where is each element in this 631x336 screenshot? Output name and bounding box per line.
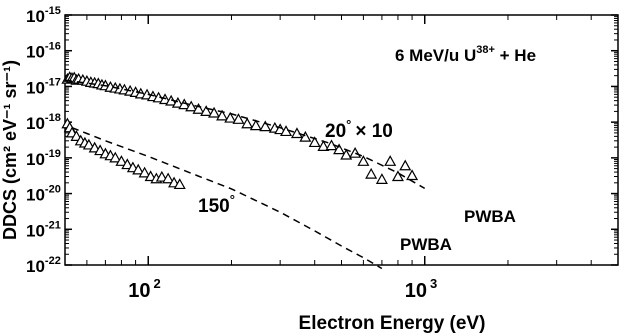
data-point-triangle — [249, 119, 262, 131]
data-point-triangle — [375, 173, 388, 184]
data-point-triangle — [173, 178, 186, 190]
chart-marks — [61, 71, 426, 270]
data-point-triangle — [232, 113, 245, 124]
x-tick-label: 10 2 — [128, 276, 160, 302]
data-point-triangle — [208, 106, 221, 118]
data-point-triangle — [299, 130, 312, 142]
data-point-triangle — [241, 117, 254, 129]
data-point-triangle — [155, 170, 168, 182]
data-point-triangle — [259, 120, 272, 132]
data-point-triangle — [224, 111, 237, 123]
data-point-triangle — [333, 143, 346, 155]
data-point-triangle — [192, 102, 205, 114]
data-point-triangle — [406, 169, 419, 181]
y-tick-label: 10-19 — [26, 148, 61, 169]
data-point-triangle — [384, 155, 397, 166]
data-point-triangle — [132, 163, 145, 175]
data-point-triangle — [109, 151, 122, 163]
y-tick-label: 10-20 — [26, 184, 61, 205]
data-point-triangle — [349, 146, 362, 158]
y-tick-label: 10-22 — [26, 255, 61, 276]
data-point-triangle — [290, 127, 303, 139]
data-point-triangle — [171, 96, 184, 108]
data-point-triangle — [94, 144, 107, 156]
pwba-lower-label: PWBA — [400, 235, 452, 254]
data-point-triangle — [317, 140, 330, 151]
data-point-triangle — [399, 159, 412, 171]
data-point-triangle — [115, 155, 128, 166]
x-tick-label: 10 3 — [405, 276, 437, 302]
angle-150-label: 150° — [198, 192, 235, 217]
data-point-triangle — [138, 166, 151, 178]
collision-system-label: 6 MeV/u U38+ + He — [395, 44, 536, 65]
angle-20-label: 20° × 10 — [325, 117, 393, 142]
data-point-triangle — [162, 172, 175, 184]
data-point-triangle — [82, 138, 95, 150]
y-tick-label: 10-17 — [26, 76, 61, 97]
y-tick-label: 10-18 — [26, 112, 61, 133]
pwba-curve-3 — [71, 127, 383, 270]
data-point-triangle — [185, 100, 198, 112]
y-tick-label: 10-21 — [26, 219, 61, 240]
data-point-triangle — [365, 167, 378, 179]
axes: 10-15 10-16 10-17 10-18 10-19 10-20 10-21 10-22… — [26, 5, 619, 302]
x-axis-title: Electron Energy (eV) — [299, 313, 486, 334]
y-axis-title: DDCS (cm² eV⁻¹ sr⁻¹) — [0, 60, 20, 240]
data-point-triangle — [88, 141, 101, 153]
pwba-upper-label: PWBA — [464, 207, 516, 226]
data-point-triangle — [216, 109, 229, 121]
y-tick-label: 10-15 — [26, 5, 61, 26]
data-point-triangle — [121, 158, 134, 170]
data-point-triangle — [340, 148, 353, 160]
data-point-triangle — [391, 170, 404, 182]
data-point-triangle — [308, 136, 321, 148]
y-tick-label: 10-16 — [26, 41, 61, 62]
data-point-triangle — [144, 170, 157, 182]
data-point-triangle — [200, 105, 213, 116]
pwba-curve-2 — [64, 79, 426, 190]
data-point-triangle — [357, 155, 370, 166]
